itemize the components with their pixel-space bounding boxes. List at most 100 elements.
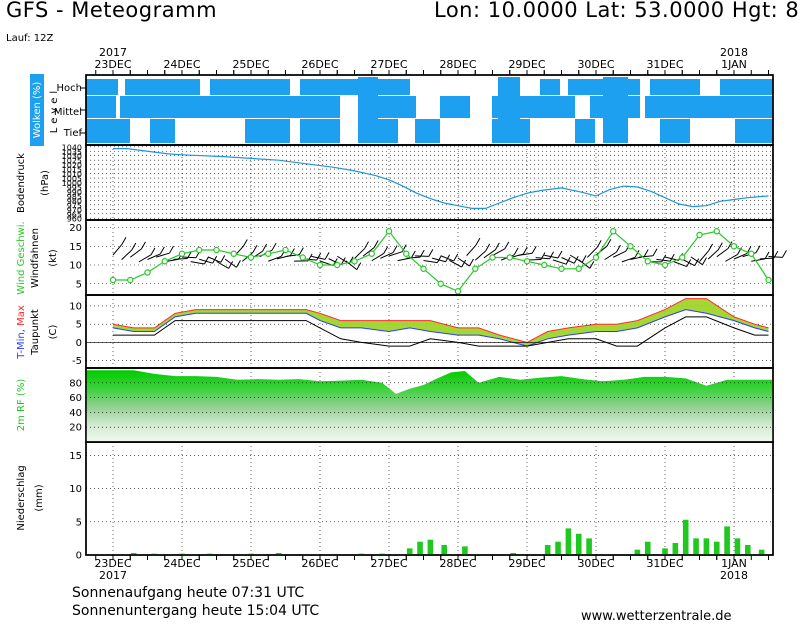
wind-barb-flag xyxy=(121,237,127,245)
year-label-bottom: 2017 xyxy=(99,569,127,582)
cloud-block xyxy=(735,119,773,143)
wind-speed-point xyxy=(385,228,393,235)
wind-speed-point xyxy=(748,250,755,257)
wind-barb-flag xyxy=(150,247,156,256)
wind-barb xyxy=(613,250,627,258)
pressure-tick-label: 960 xyxy=(67,215,82,224)
wind-barb xyxy=(474,250,487,261)
wind-barb xyxy=(716,248,729,258)
wind-barb-flag xyxy=(708,243,714,252)
pressure-tick-label: 1035 xyxy=(62,148,82,157)
pressure-line xyxy=(113,148,769,209)
precip-bar xyxy=(462,546,468,555)
pressure-tick-label: 1040 xyxy=(62,143,82,152)
wind-barb-flag xyxy=(494,242,500,251)
wind-barb xyxy=(147,253,161,260)
panel-frame xyxy=(85,144,774,221)
wind-barb-flag xyxy=(220,255,226,263)
pressure-yunit-group: (hPa) xyxy=(40,170,51,196)
temp-tick-label: 10 xyxy=(69,301,82,312)
day-label-bottom: 31DEC xyxy=(646,557,683,570)
wind-barb xyxy=(268,255,282,262)
dewpoint-ylabel: Taupunkt xyxy=(30,309,41,356)
wind-barb-flag xyxy=(522,246,528,255)
wind-barb-flag xyxy=(469,258,474,267)
sunset-text: Sonnenuntergang heute 15:04 UTC xyxy=(72,603,320,619)
wind-speed-point xyxy=(644,258,651,265)
wind-speed-point xyxy=(730,243,738,250)
precip-yunit: (mm) xyxy=(34,484,45,511)
pressure-tick-label: 1030 xyxy=(62,152,82,161)
pressure-tick-label: 1015 xyxy=(62,166,82,175)
year-label-top: 2018 xyxy=(720,46,748,59)
wind-barb-flag xyxy=(596,240,602,248)
temp-ylabel: T-Min, Max xyxy=(16,305,27,360)
wind-barb xyxy=(207,256,221,263)
precip-bar xyxy=(734,538,741,555)
day-label-bottom: 27DEC xyxy=(370,557,407,570)
wind-speed-point xyxy=(178,250,186,257)
cloud-block xyxy=(660,119,690,143)
wind-barb xyxy=(690,256,703,266)
precip-yunit-group: (mm) xyxy=(34,484,45,511)
wind-barb-flag xyxy=(764,251,770,260)
day-label-bottom: 26DEC xyxy=(301,557,338,570)
pressure-tick-label: 965 xyxy=(67,210,82,219)
wind-barb xyxy=(466,244,477,256)
humidity-area xyxy=(86,370,773,442)
wind-barb xyxy=(121,249,133,260)
cloud-block xyxy=(358,77,378,143)
wind-barb-flag xyxy=(271,242,277,251)
day-label-bottom: 24DEC xyxy=(163,557,200,570)
wind-barb xyxy=(173,257,188,260)
wind-tick-label: 5 xyxy=(76,279,82,290)
wind-barb xyxy=(371,253,384,262)
wind-barb xyxy=(138,254,152,263)
wind-barb-flag xyxy=(531,246,537,254)
pressure-tick-label: 990 xyxy=(67,188,82,197)
wind-barb xyxy=(112,243,123,256)
precip-bar xyxy=(634,549,641,555)
wind-barb-flag xyxy=(549,251,555,260)
sunrise-text: Sonnenaufgang heute 07:31 UTC xyxy=(72,585,305,601)
cloud-block xyxy=(300,79,360,95)
humidity-tick-label: 60 xyxy=(69,393,82,404)
precip-bar xyxy=(544,545,551,555)
wind-barb-flag xyxy=(324,252,330,260)
level-ylabel: Level xyxy=(49,87,60,133)
day-label-top: 25DEC xyxy=(232,58,269,71)
cloud-block xyxy=(720,79,773,95)
wind-speed-point xyxy=(127,276,134,284)
day-label-top: 1JAN xyxy=(721,58,747,71)
wind-speed-point xyxy=(713,228,720,235)
wind-speed-point xyxy=(144,269,151,276)
wind-barb-flag xyxy=(252,245,258,253)
wind-speed-point xyxy=(316,261,324,269)
cloud-block xyxy=(210,79,290,95)
cloud-block xyxy=(650,79,700,95)
cloud-block xyxy=(540,79,560,95)
wind-barb-flag xyxy=(737,247,742,255)
wind-barb xyxy=(725,254,738,262)
wind-barb-flag xyxy=(661,254,667,263)
panel-frame xyxy=(85,144,774,221)
wind-speed-point xyxy=(627,243,634,250)
cloud-label-group: Wolken (%) xyxy=(30,74,44,146)
wind-barb-flag xyxy=(141,241,146,250)
wind-barb xyxy=(759,257,774,260)
wind-speed-point xyxy=(368,250,375,257)
wind-barb-flag xyxy=(475,237,481,246)
wind-speed-point xyxy=(420,265,427,272)
wind-barb xyxy=(639,255,654,258)
cloud-block xyxy=(86,96,116,118)
wind-barb xyxy=(621,256,636,263)
wind-barb xyxy=(578,259,591,269)
wind-speed-point xyxy=(247,254,255,261)
wind-barb-flag xyxy=(755,245,761,253)
wind-barb xyxy=(751,258,766,262)
wind-speed-point xyxy=(592,254,600,261)
panel-frame xyxy=(85,441,774,556)
day-label-bottom: 1JAN xyxy=(721,557,747,570)
wind-speed-point xyxy=(454,288,462,295)
precip-ylabel: Niederschlag xyxy=(16,465,27,530)
